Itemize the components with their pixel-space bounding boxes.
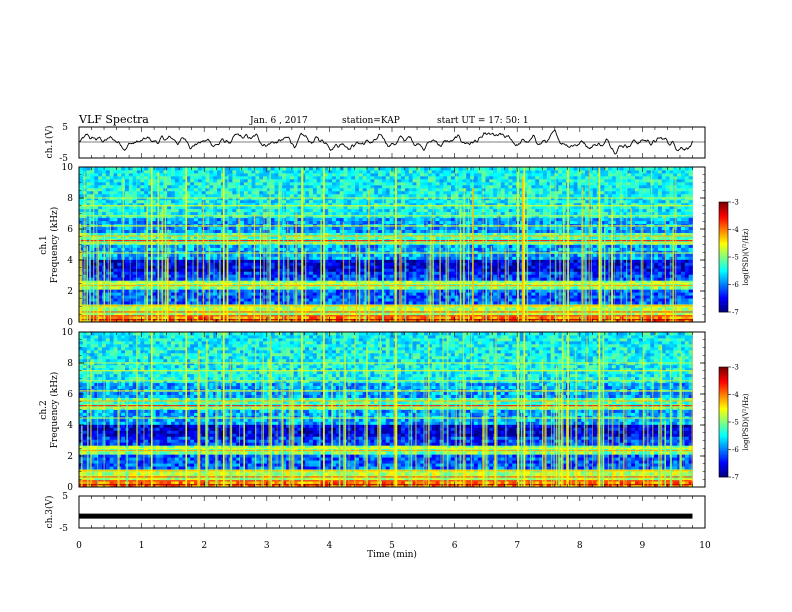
- colorbar-tick-label: -6: [732, 281, 739, 289]
- ch3-waveform-ylabel: ch.3(V): [44, 496, 55, 529]
- x-tick-label: 2: [201, 541, 207, 551]
- ch2-spectrogram-panel: 0 2 4 6 8 10 ch.2 Frequency (kHz): [39, 328, 706, 493]
- freq-tick-label: 4: [67, 256, 73, 266]
- x-tick-label: 1: [139, 541, 145, 551]
- colorbar-label: log(PSD)(V²/Hz): [742, 393, 750, 450]
- x-tick-label: 7: [514, 541, 520, 551]
- time-tick-labels: 0 1 2 3 4 5 6 7 8 9 10: [76, 541, 711, 551]
- colorbar-tick-label: -5: [732, 254, 739, 262]
- ch2-spectrogram-ylabel-line2: Frequency (kHz): [49, 372, 60, 449]
- freq-tick-label: 8: [67, 194, 73, 204]
- freq-tick-label: 8: [67, 359, 73, 369]
- freq-tick-label: 10: [62, 328, 74, 338]
- colorbar-tick-label: -4: [732, 391, 739, 399]
- ch2-spectrogram-image: [79, 332, 705, 488]
- ch3-ytick-top: 5: [62, 492, 68, 502]
- freq-tick-label: 4: [67, 421, 73, 431]
- freq-tick-label: 10: [62, 163, 74, 173]
- x-tick-label: 9: [640, 541, 646, 551]
- date-label: Jan. 6 , 2017: [249, 116, 308, 126]
- colorbar-label: log(PSD)(V²/Hz): [742, 228, 750, 285]
- x-tick-label: 6: [452, 541, 458, 551]
- ch1-spectrogram-ylabel-line2: Frequency (kHz): [49, 207, 60, 284]
- station-label: station=KAP: [342, 116, 400, 126]
- freq-tick-label: 6: [67, 390, 73, 400]
- x-tick-label: 0: [76, 541, 82, 551]
- time-ticks: [78, 127, 706, 528]
- x-tick-label: 5: [389, 541, 395, 551]
- ch2-spectrogram-ylabel-line1: ch.2: [39, 400, 49, 419]
- ch1-ytick-top: 5: [62, 123, 68, 133]
- colorbar-tick-label: -6: [732, 446, 739, 454]
- ch1-spectrogram-panel: 0 2 4 6 8 10 ch.1 Frequency (kHz): [39, 163, 706, 328]
- x-tick-label: 8: [577, 541, 583, 551]
- freq-tick-label: 0: [67, 318, 73, 328]
- ch3-ytick-bottom: -5: [59, 524, 68, 534]
- x-axis-label: Time (min): [367, 549, 417, 560]
- ch1-waveform-ylabel: ch.1(V): [44, 126, 55, 159]
- colorbar-tick-label: -3: [732, 364, 739, 372]
- ch1-waveform-panel: 5 -5 ch.1(V): [44, 123, 706, 164]
- colorbar-tick-label: -4: [732, 226, 739, 234]
- colorbar-tick-label: -3: [732, 199, 739, 207]
- ch1-waveform-line: [78, 128, 693, 155]
- ch3-waveform-panel: 5 -5 ch.3(V): [44, 492, 706, 534]
- figure-title: VLF Spectra: [78, 113, 149, 126]
- ch1-spectrogram-image: [79, 167, 705, 323]
- colorbar-tick-label: -7: [732, 474, 739, 482]
- x-tick-label: 10: [699, 541, 711, 551]
- ch1-ytick-bottom: -5: [59, 154, 68, 164]
- freq-tick-label: 6: [67, 225, 73, 235]
- x-tick-label: 4: [327, 541, 333, 551]
- freq-tick-label: 0: [67, 483, 73, 493]
- ch2-colorbar: -3 -4 -5 -6 -7 log(PSD)(V²/Hz): [718, 364, 750, 482]
- start-time-label: start UT = 17: 50: 1: [437, 116, 529, 126]
- ch1-spectrogram-ylabel-line1: ch.1: [39, 235, 49, 254]
- freq-tick-label: 2: [67, 287, 73, 297]
- colorbar-tick-label: -7: [732, 309, 739, 317]
- colorbar-tick-label: -5: [732, 419, 739, 427]
- x-tick-label: 3: [264, 541, 270, 551]
- ch1-colorbar: -3 -4 -5 -6 -7 log(PSD)(V²/Hz): [718, 199, 750, 317]
- freq-tick-label: 2: [67, 452, 73, 462]
